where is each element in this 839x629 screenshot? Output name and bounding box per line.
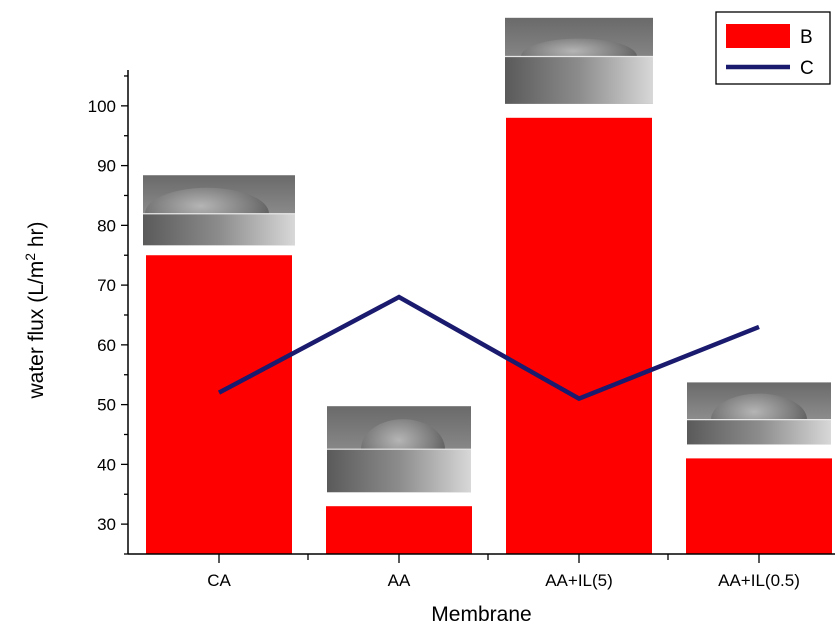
y-tick-label: 40 [97,455,116,474]
x-tick-label: AA+IL(5) [545,571,613,590]
contact-angle-droplet-image [687,382,831,445]
y-tick-label: 30 [97,515,116,534]
line-series-path [217,294,760,402]
bar-aa [326,506,472,554]
y-tick-label: 70 [97,276,116,295]
bar-aa-il-0-5 [686,458,832,554]
y-tick-label: 60 [97,336,116,355]
y-tick-label: 100 [88,97,116,116]
y-tick-label: 50 [97,396,116,415]
x-tick-label: CA [207,571,231,590]
legend: BC [715,11,831,85]
x-tick-label: AA+IL(0.5) [718,571,800,590]
legend-swatch-b [726,24,790,48]
x-tick-label: AA [388,571,411,590]
bar-aa-il-5 [506,117,652,555]
y-axis-title: water flux (L/m2 hr) [22,222,48,400]
contact-angle-droplet-image [327,406,471,493]
contact-angle-droplet-image [143,175,295,246]
x-axis-title: Membrane [431,603,531,626]
legend-label-c: C [800,58,814,79]
bar-series [146,117,832,555]
y-tick-label: 80 [97,216,116,235]
axes: 30 40 50 60 70 80 90 100 CA AA AA+IL(5) AA+IL(0.5) M… [22,70,835,626]
bar-ca [146,255,292,555]
contact-angle-droplet-image [505,17,653,104]
inset-images [143,17,831,493]
legend-label-b: B [800,27,813,48]
line-series [217,294,760,402]
y-tick-label: 90 [97,157,116,176]
